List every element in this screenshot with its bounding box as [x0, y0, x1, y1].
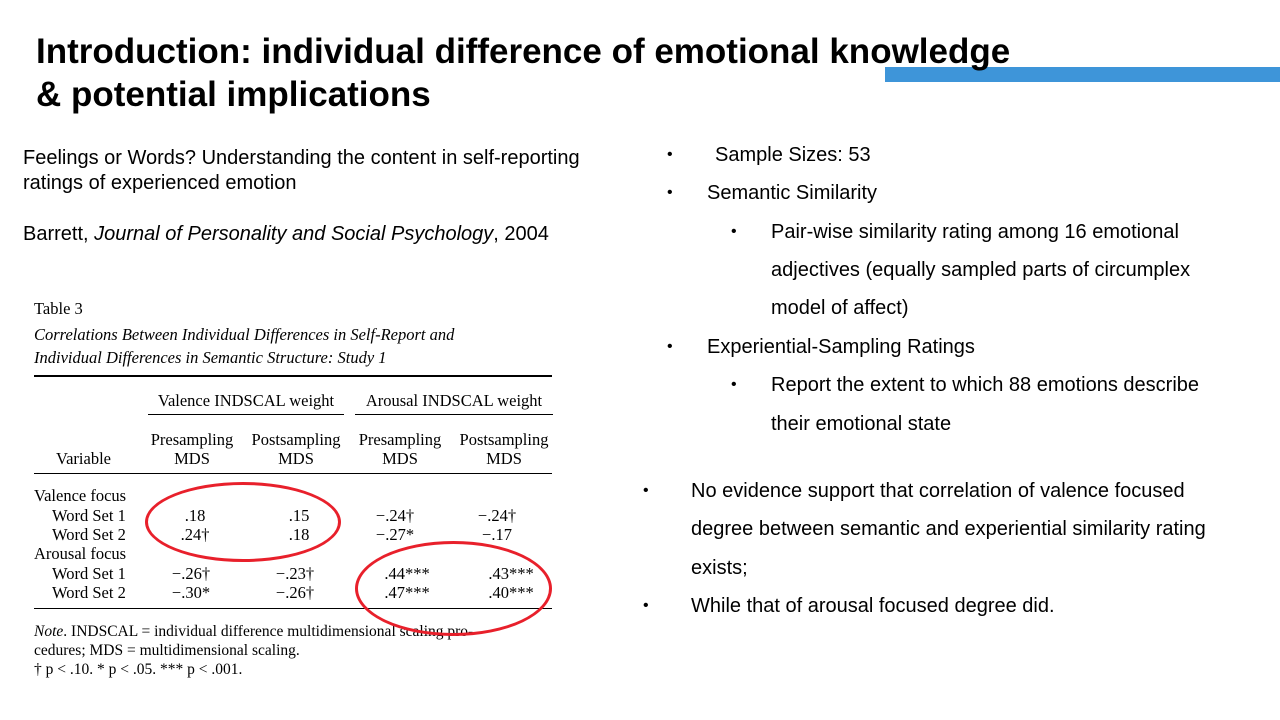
group-rule-valence — [148, 414, 344, 415]
bullet-finding2: While that of arousal focused degree did… — [691, 595, 1055, 617]
row-label: Word Set 2 — [52, 525, 126, 544]
highlight-circle-valence — [145, 482, 341, 562]
table-cell: −.30* — [171, 583, 211, 602]
table-top-rule — [34, 375, 552, 377]
note-line1: . INDSCAL = individual difference multid… — [63, 623, 474, 640]
accent-bar — [885, 67, 1280, 82]
header-rule — [34, 473, 552, 474]
bullet-semantic-detail-2: adjectives (equally sampled parts of cir… — [771, 259, 1191, 281]
bullet-marker: • — [667, 338, 673, 355]
bullet-marker: • — [667, 184, 673, 201]
table-cell: −.17 — [482, 525, 512, 544]
paper-title-line1: Feelings or Words? Understanding the con… — [23, 147, 580, 169]
col-header-variable: Variable — [56, 449, 111, 468]
paper-title-line2: ratings of experienced emotion — [23, 172, 297, 194]
note-prefix: Note — [34, 623, 64, 640]
table-cell: −.24† — [477, 506, 517, 525]
row-label: Word Set 1 — [52, 564, 126, 583]
row-label: Word Set 1 — [52, 506, 126, 525]
bullet-experiential-detail-1: Report the extent to which 88 emotions d… — [771, 374, 1200, 396]
bullet-experiential: Experiential-Sampling Ratings — [707, 336, 975, 358]
note-line2: cedures; MDS = multidimensional scaling. — [34, 642, 300, 659]
citation-author: Barrett, — [23, 223, 95, 245]
bullet-finding1-line2: degree between semantic and experiential… — [691, 518, 1206, 540]
citation-journal: Journal of Personality and Social Psycho… — [94, 223, 494, 245]
bullet-semantic-detail-1: Pair-wise similarity rating among 16 emo… — [771, 221, 1179, 243]
table-figure: Table 3 Correlations Between Individual … — [0, 290, 640, 690]
bullet-marker: • — [731, 223, 737, 240]
table-cell: −.26† — [171, 564, 211, 583]
row-label: Word Set 2 — [52, 583, 126, 602]
group-rule-arousal — [355, 414, 553, 415]
col-header-a-post: Postsampling MDS — [459, 430, 549, 468]
slide-title-line2: & potential implications — [36, 75, 431, 114]
paper-title: Feelings or Words? Understanding the con… — [23, 146, 633, 196]
table-cell: −.23† — [275, 564, 315, 583]
bullet-finding1-line1: No evidence support that correlation of … — [691, 480, 1185, 502]
bullet-finding1-line3: exists; — [691, 557, 748, 579]
bullet-marker: • — [667, 146, 673, 163]
section-arousal-focus: Arousal focus — [34, 544, 127, 563]
bullet-semantic-similarity: Semantic Similarity — [707, 182, 878, 204]
table-cell: −.27* — [375, 525, 415, 544]
citation-year: , 2004 — [493, 223, 549, 245]
paper-citation: Barrett, Journal of Personality and Soci… — [23, 222, 633, 247]
bullet-marker: • — [643, 597, 649, 614]
group-header-arousal: Arousal INDSCAL weight — [365, 391, 543, 410]
col-header-a-pre: Presampling MDS — [358, 430, 442, 468]
group-header-valence: Valence INDSCAL weight — [157, 391, 335, 410]
table-note: Note. INDSCAL = individual difference mu… — [34, 622, 554, 679]
table-caption: Correlations Between Individual Differen… — [34, 323, 594, 369]
table-cell: −.26† — [275, 583, 315, 602]
table-bottom-rule — [34, 608, 552, 609]
table-cell: −.24† — [375, 506, 415, 525]
col-header-v-pre: Presampling MDS — [150, 430, 234, 468]
slide-title: Introduction: individual difference of e… — [36, 30, 1036, 116]
table-caption-line1: Correlations Between Individual Differen… — [34, 325, 455, 344]
section-valence-focus: Valence focus — [34, 486, 127, 505]
bullet-experiential-detail-2: their emotional state — [771, 413, 952, 435]
slide-title-line1: Introduction: individual difference of e… — [36, 32, 1011, 71]
bullet-marker: • — [643, 482, 649, 499]
table-caption-line2: Individual Differences in Semantic Struc… — [34, 348, 387, 367]
note-line3: † p < .10. * p < .05. *** p < .001. — [34, 661, 243, 678]
highlight-circle-arousal — [355, 541, 552, 636]
col-header-v-post: Postsampling MDS — [251, 430, 341, 468]
bullet-sample-sizes: Sample Sizes: 53 — [715, 144, 871, 166]
table-label: Table 3 — [34, 299, 83, 318]
bullet-semantic-detail-3: model of affect) — [771, 297, 909, 319]
bullet-marker: • — [731, 376, 737, 393]
